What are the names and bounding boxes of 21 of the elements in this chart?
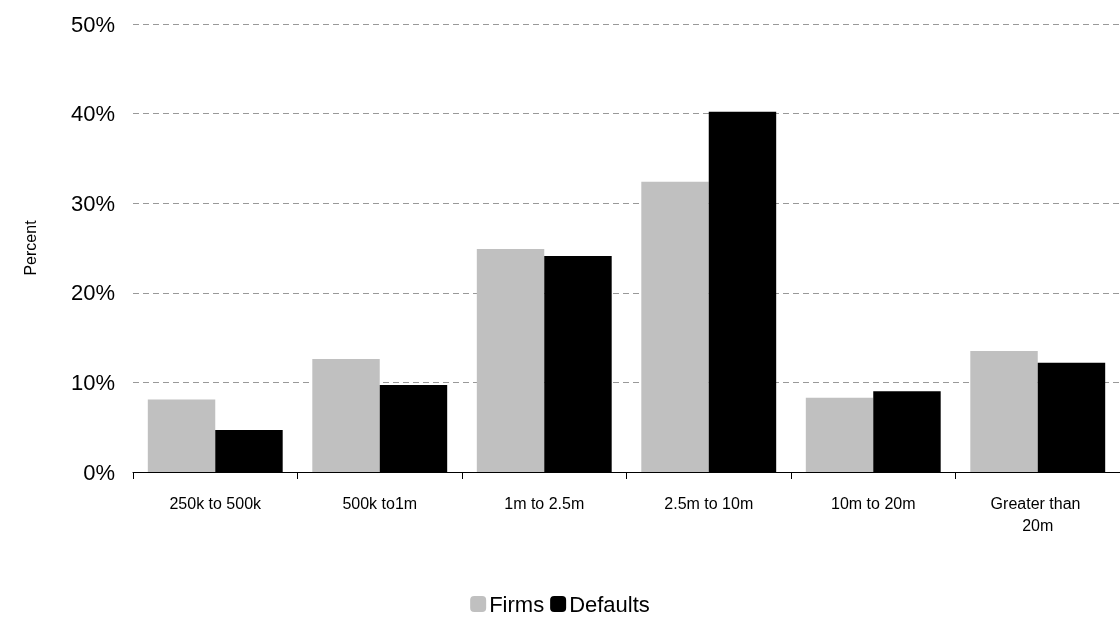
bar bbox=[641, 181, 709, 472]
x-tick-label: 10m to 20m bbox=[831, 494, 916, 512]
y-tick-label: 40% bbox=[70, 101, 115, 127]
bar bbox=[147, 399, 216, 472]
legend-label: Firms bbox=[489, 591, 545, 617]
y-tick-label: 50% bbox=[70, 11, 115, 37]
y-tick-label: 20% bbox=[70, 280, 115, 306]
x-tick-label: 2.5m to 10m bbox=[664, 494, 754, 512]
legend-label: Defaults bbox=[569, 591, 650, 617]
y-tick-label: 0% bbox=[83, 459, 115, 485]
bar bbox=[805, 397, 874, 472]
x-tick-label: 250k to 500k bbox=[169, 494, 263, 512]
bar bbox=[476, 248, 545, 472]
bar bbox=[312, 359, 380, 472]
y-tick-label: 30% bbox=[70, 190, 115, 216]
x-tick-label: 500k to1m bbox=[342, 494, 418, 512]
x-tick-label: 1m to 2.5m bbox=[504, 494, 585, 512]
bar bbox=[970, 351, 1038, 472]
x-tick-label: Greater than 20m bbox=[990, 494, 1085, 534]
y-tick-label: 10% bbox=[70, 369, 115, 395]
y-axis-title: Percent bbox=[21, 219, 39, 276]
